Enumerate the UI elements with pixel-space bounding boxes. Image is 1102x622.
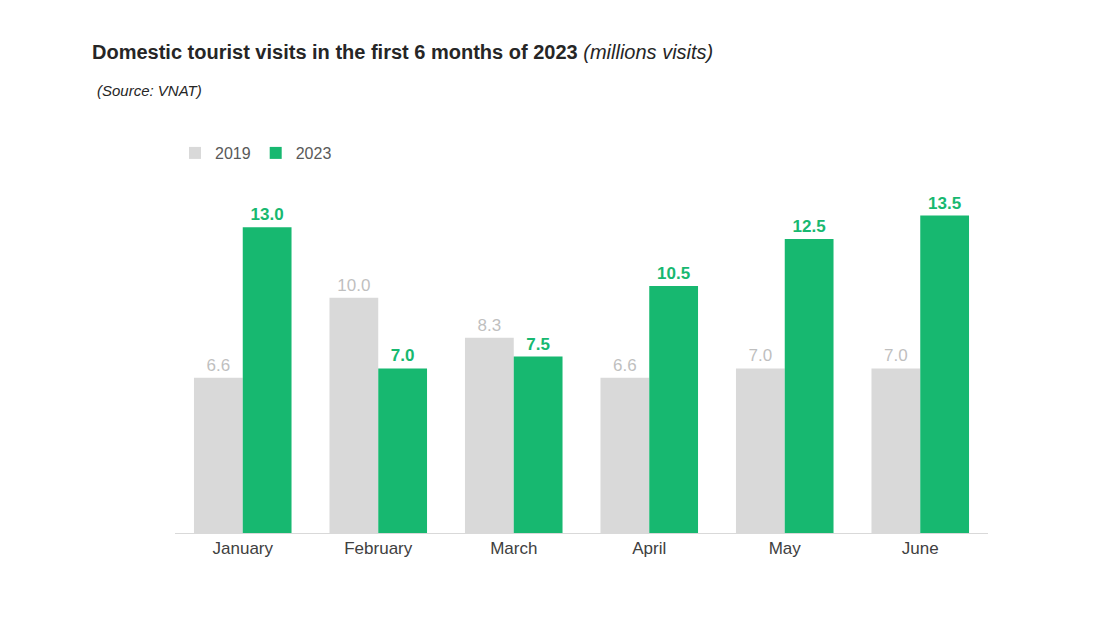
svg-text:2019: 2019 [215, 145, 251, 162]
svg-text:7.0: 7.0 [884, 346, 908, 365]
svg-text:February: February [344, 539, 413, 558]
svg-text:7.5: 7.5 [526, 335, 550, 354]
svg-text:6.6: 6.6 [613, 356, 637, 375]
svg-text:10.0: 10.0 [337, 276, 370, 295]
svg-text:Domestic tourist visits in the: Domestic tourist visits in the first 6 m… [92, 41, 713, 63]
svg-text:2023: 2023 [296, 145, 332, 162]
svg-text:12.5: 12.5 [793, 217, 826, 236]
svg-text:April: April [632, 539, 666, 558]
svg-text:10.5: 10.5 [657, 264, 690, 283]
svg-text:6.6: 6.6 [207, 356, 231, 375]
svg-text:13.0: 13.0 [251, 205, 284, 224]
svg-text:January: January [213, 539, 274, 558]
svg-text:June: June [902, 539, 939, 558]
svg-text:13.5: 13.5 [928, 194, 961, 213]
svg-text:7.0: 7.0 [749, 346, 773, 365]
svg-text:(Source: VNAT): (Source: VNAT) [97, 82, 202, 99]
svg-text:7.0: 7.0 [391, 346, 415, 365]
svg-text:May: May [769, 539, 802, 558]
svg-text:8.3: 8.3 [478, 316, 502, 335]
svg-text:March: March [490, 539, 537, 558]
